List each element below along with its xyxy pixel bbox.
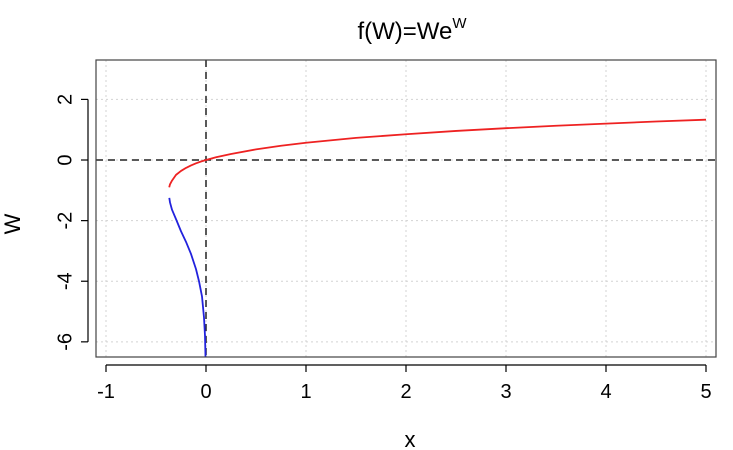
x-tick-label: 2 [400, 381, 411, 403]
series-lines [168, 118, 707, 358]
y-tick-label: 0 [54, 154, 76, 165]
x-tick-label: -1 [97, 381, 115, 403]
plot-frame [95, 59, 717, 358]
axes: -1 0 1 2 3 4 5 -6 -4 -2 0 2 [54, 94, 711, 403]
x-tick-label: 1 [300, 381, 311, 403]
chart-title-superscript: W [452, 15, 467, 32]
x-tick-label: 3 [500, 381, 511, 403]
x-axis-label: x [405, 427, 416, 450]
x-tick-label: 0 [200, 381, 211, 403]
x-tick-label: 5 [700, 381, 711, 403]
y-tick-label: -6 [54, 333, 76, 351]
y-axis-label: W [0, 213, 25, 234]
chart-title: f(W)=WeW [357, 15, 467, 45]
y-tick-label: -4 [54, 272, 76, 290]
y-tick-label: -2 [54, 212, 76, 230]
chart-title-base: f(W)=We [357, 18, 452, 45]
series-line-lower [168, 197, 207, 358]
x-tick-label: 4 [600, 381, 611, 403]
reference-lines [96, 60, 716, 357]
y-tick-label: 2 [54, 94, 76, 105]
grid-lines [96, 60, 716, 357]
series-line-principal [168, 118, 707, 188]
